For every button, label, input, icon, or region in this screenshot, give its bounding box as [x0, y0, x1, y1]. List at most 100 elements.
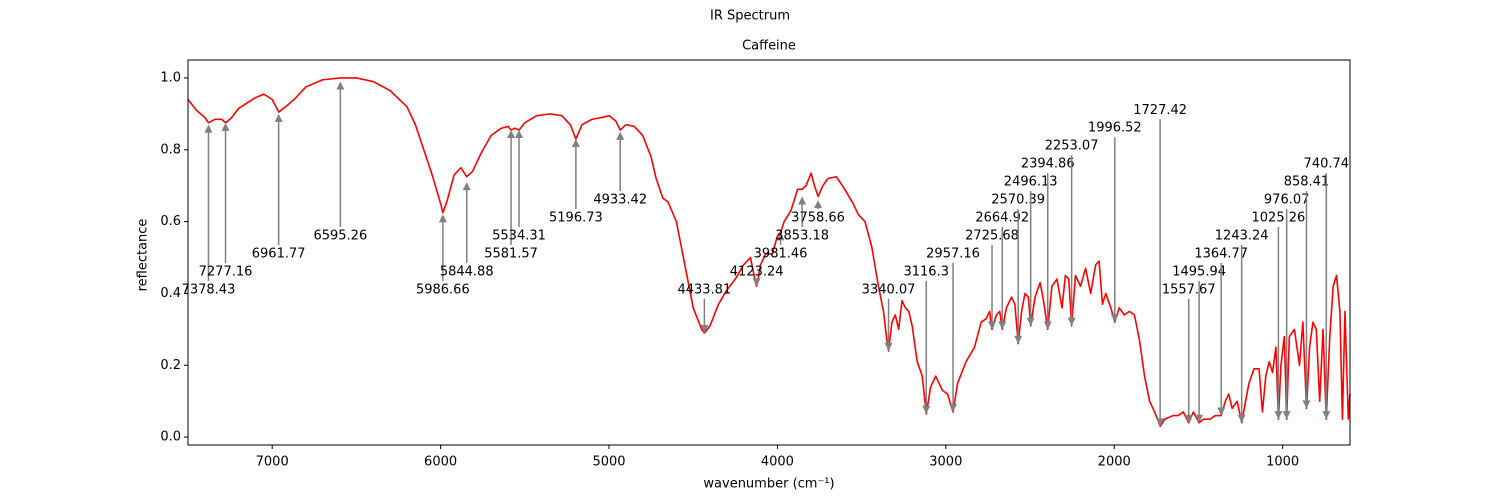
annotation: 1495.94	[1172, 264, 1226, 423]
x-tick-label: 5000	[592, 455, 625, 470]
annotation-label: 7378.43	[182, 282, 236, 297]
y-tick-label: 0.8	[160, 142, 181, 157]
annotation-label: 3340.07	[862, 282, 916, 297]
annotation: 1557.67	[1162, 282, 1216, 423]
annotation: 1243.24	[1215, 228, 1269, 423]
y-axis-label: reflectance	[136, 219, 151, 292]
annotation-label: 1364.77	[1194, 246, 1248, 261]
axes-title: Caffeine	[742, 39, 796, 54]
annotation: 2664.92	[975, 211, 1029, 330]
annotation-label: 5581.57	[484, 246, 538, 261]
annotation-arrowhead	[515, 130, 524, 139]
annotation: 1025.26	[1252, 211, 1305, 420]
annotation-arrowhead	[462, 182, 471, 191]
annotation-label: 1243.24	[1215, 228, 1269, 243]
annotation-label: 5986.66	[416, 282, 470, 297]
annotation-label: 976.07	[1264, 193, 1310, 208]
annotation: 2496.13	[1004, 175, 1058, 326]
annotation: 740.74	[1304, 157, 1350, 420]
annotation-arrowhead	[988, 321, 997, 330]
annotation: 7378.43	[182, 124, 236, 297]
annotation-label: 4933.42	[593, 193, 647, 208]
annotation-arrowhead	[1282, 411, 1291, 420]
annotation-label: 1727.42	[1133, 103, 1187, 118]
annotation: 976.07	[1264, 193, 1310, 420]
annotation-arrowhead	[1322, 411, 1331, 420]
annotation: 858.41	[1284, 175, 1330, 409]
annotation-arrowhead	[700, 324, 709, 333]
annotation-arrowhead	[1302, 400, 1311, 409]
annotation-label: 5196.73	[549, 211, 603, 226]
y-tick-label: 0.0	[160, 430, 181, 445]
annotation-label: 2570.39	[991, 193, 1045, 208]
annotation: 6595.26	[313, 81, 367, 243]
x-tick-label: 3000	[929, 455, 962, 470]
annotation-arrowhead	[221, 122, 230, 131]
annotation-arrowhead	[1237, 414, 1246, 423]
annotation-label: 3116.3	[903, 264, 949, 279]
annotation-label: 1557.67	[1162, 282, 1216, 297]
annotation-label: 2664.92	[975, 211, 1029, 226]
annotation-arrowhead	[1274, 411, 1283, 420]
annotation: 2394.86	[1021, 157, 1075, 330]
annotation-arrowhead	[884, 342, 893, 351]
annotation: 6961.77	[252, 113, 306, 261]
annotation-arrowhead	[1195, 414, 1204, 423]
annotation-label: 1996.52	[1088, 121, 1142, 136]
annotation-arrowhead	[438, 214, 447, 223]
annotation-label: 5534.31	[492, 228, 546, 243]
annotation: 5844.88	[440, 182, 494, 279]
annotation-label: 3981.46	[754, 246, 808, 261]
y-tick-label: 0.6	[160, 214, 181, 229]
annotation-label: 1495.94	[1172, 264, 1226, 279]
annotation-arrowhead	[204, 124, 213, 133]
annotation-arrowhead	[814, 200, 823, 209]
annotation-arrowhead	[949, 403, 958, 412]
annotation: 5986.66	[416, 214, 470, 297]
chart-title: IR Spectrum	[710, 9, 790, 24]
annotation: 7277.16	[199, 122, 253, 279]
annotation-arrowhead	[336, 81, 345, 90]
x-tick-label: 7000	[256, 455, 289, 470]
annotation-arrowhead	[1026, 317, 1035, 326]
annotation-label: 7277.16	[199, 264, 253, 279]
annotation-label: 2957.16	[926, 246, 980, 261]
x-tick-label: 2000	[1098, 455, 1131, 470]
annotation: 4123.24	[730, 264, 784, 287]
annotation-label: 3758.66	[791, 211, 845, 226]
annotation-label: 2394.86	[1021, 157, 1075, 172]
annotation-label: 2725.68	[965, 228, 1019, 243]
annotation-arrowhead	[752, 278, 761, 287]
annotation: 3116.3	[903, 264, 949, 414]
x-tick-label: 6000	[424, 455, 457, 470]
x-tick-label: 4000	[761, 455, 794, 470]
annotation-label: 6961.77	[252, 246, 306, 261]
annotation-arrowhead	[616, 131, 625, 140]
annotation: 5581.57	[484, 130, 538, 261]
annotation: 3758.66	[791, 200, 845, 226]
annotation-label: 858.41	[1284, 175, 1330, 190]
annotation: 2725.68	[965, 228, 1019, 330]
annotation-label: 6595.26	[313, 228, 367, 243]
y-tick-label: 1.0	[160, 70, 181, 85]
annotation: 2570.39	[991, 193, 1045, 344]
annotation: 1727.42	[1133, 103, 1187, 427]
y-tick-label: 0.4	[160, 286, 181, 301]
annotation: 2253.07	[1045, 139, 1099, 326]
annotation: 5196.73	[549, 139, 603, 226]
annotation-label: 2253.07	[1045, 139, 1099, 154]
annotation: 3981.46	[754, 232, 808, 261]
annotation-arrowhead	[922, 405, 931, 414]
annotation-label: 740.74	[1304, 157, 1350, 172]
x-tick-label: 1000	[1266, 455, 1299, 470]
annotation-label: 4123.24	[730, 264, 784, 279]
axes-frame	[187, 59, 1351, 446]
annotation-arrowhead	[1184, 414, 1193, 423]
annotation: 1996.52	[1088, 121, 1142, 323]
annotation: 4433.81	[677, 282, 731, 333]
annotation-arrowhead	[1043, 321, 1052, 330]
annotation-arrowhead	[1014, 335, 1023, 344]
annotation-label: 3853.18	[775, 228, 829, 243]
annotation-label: 5844.88	[440, 264, 494, 279]
annotation-arrowhead	[776, 232, 785, 241]
